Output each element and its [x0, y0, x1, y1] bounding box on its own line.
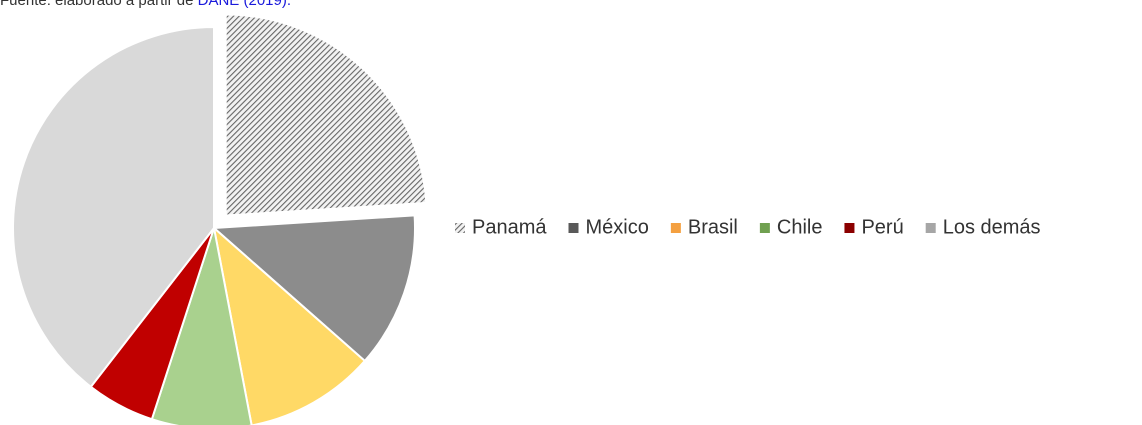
legend-label: Panamá	[472, 216, 547, 238]
caption-text: Fuente: elaborado a partir de	[0, 0, 193, 9]
pie-slice	[12, 25, 215, 389]
legend-swatch	[568, 223, 579, 233]
legend-swatch	[670, 223, 681, 233]
pie-slice	[211, 214, 416, 363]
pie-slice	[224, 13, 428, 217]
legend-swatch	[455, 223, 465, 233]
pie-slice	[212, 225, 367, 425]
caption-link[interactable]: DANE (2019).	[198, 0, 291, 9]
caption: Fuente: elaborado a partir de DANE (2019…	[0, 0, 291, 9]
legend: Panamá México Brasil Chile Perú Los demás	[455, 216, 1041, 238]
legend-swatch	[925, 223, 936, 233]
legend-label: Chile	[777, 216, 823, 238]
legend-swatch	[844, 223, 855, 233]
legend-label: Brasil	[688, 216, 738, 238]
legend-label: Perú	[861, 216, 903, 238]
legend-label: México	[586, 216, 649, 238]
pie	[12, 13, 428, 425]
pie-slice	[150, 227, 253, 425]
legend-label: Los demás	[943, 216, 1041, 238]
legend-swatch	[759, 223, 770, 233]
